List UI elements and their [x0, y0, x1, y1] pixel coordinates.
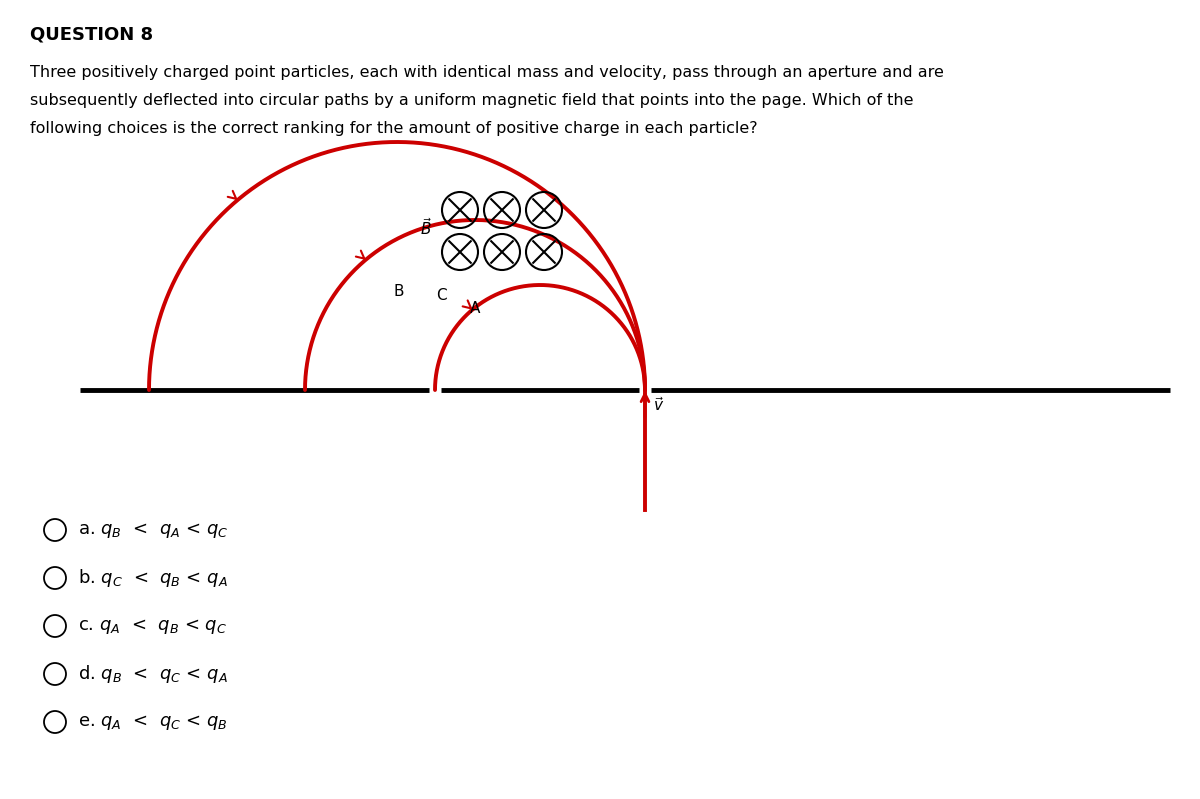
- Text: C: C: [437, 288, 446, 304]
- Text: $\vec{v}$: $\vec{v}$: [653, 396, 665, 414]
- Text: B: B: [394, 284, 403, 299]
- Text: Three positively charged point particles, each with identical mass and velocity,: Three positively charged point particles…: [30, 65, 944, 80]
- Text: following choices is the correct ranking for the amount of positive charge in ea: following choices is the correct ranking…: [30, 121, 757, 136]
- Text: a. $q_B$  <  $q_A$ < $q_C$: a. $q_B$ < $q_A$ < $q_C$: [78, 520, 228, 539]
- Text: subsequently deflected into circular paths by a uniform magnetic field that poin: subsequently deflected into circular pat…: [30, 93, 913, 108]
- Text: e. $q_A$  <  $q_C$ < $q_B$: e. $q_A$ < $q_C$ < $q_B$: [78, 713, 228, 732]
- Text: $\vec{B}$: $\vec{B}$: [420, 217, 432, 238]
- Text: b. $q_C$  <  $q_B$ < $q_A$: b. $q_C$ < $q_B$ < $q_A$: [78, 567, 228, 589]
- Text: QUESTION 8: QUESTION 8: [30, 25, 154, 43]
- Text: c. $q_A$  <  $q_B$ < $q_C$: c. $q_A$ < $q_B$ < $q_C$: [78, 617, 227, 635]
- Text: A: A: [469, 300, 480, 316]
- Text: d. $q_B$  <  $q_C$ < $q_A$: d. $q_B$ < $q_C$ < $q_A$: [78, 663, 228, 685]
